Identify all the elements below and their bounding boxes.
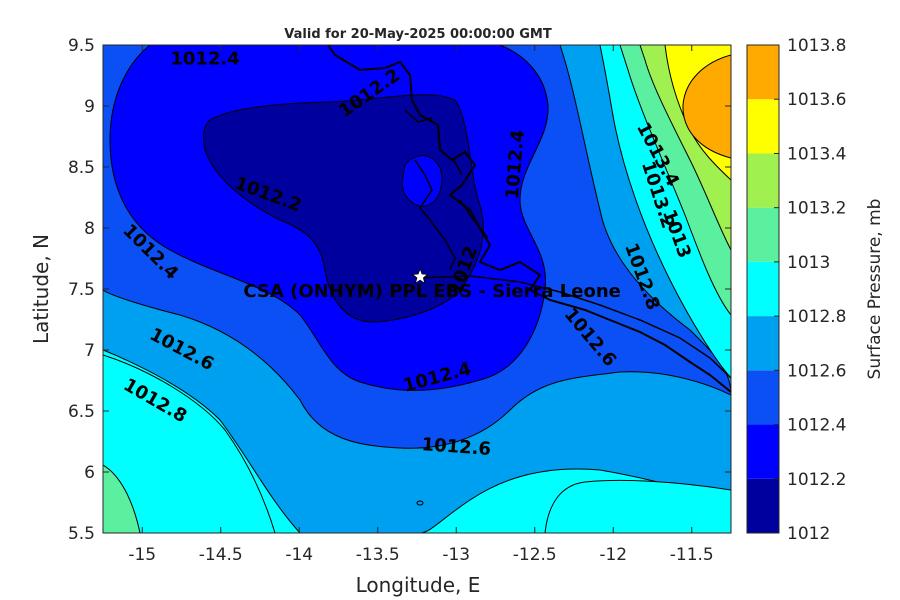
colorbar-segment xyxy=(747,424,779,479)
y-tick-label: 8.5 xyxy=(68,158,95,178)
station-star-icon xyxy=(411,267,429,285)
y-tick-label: 8 xyxy=(84,219,95,239)
colorbar-segment xyxy=(747,316,779,371)
colorbar-segment xyxy=(747,261,779,317)
colorbar-segment xyxy=(747,370,779,425)
x-tick-label: -13 xyxy=(442,545,470,565)
colorbar-tick-label: 1013.6 xyxy=(787,90,846,110)
y-axis-label: Latitude, N xyxy=(29,234,53,344)
colorbar-segment xyxy=(747,153,779,208)
x-tick-label: -14.5 xyxy=(199,545,243,565)
x-axis-ticks: -15 -14.5 -14 -13.5 -13 -12.5 -12 -11.5 xyxy=(128,45,714,565)
colorbar-segment xyxy=(747,45,779,100)
colorbar-tick-label: 1013.4 xyxy=(787,144,846,164)
x-tick-label: -11.5 xyxy=(670,545,714,565)
y-tick-label: 6.5 xyxy=(68,402,95,422)
colorbar-tick-label: 1012.2 xyxy=(787,470,846,490)
colorbar-tick-label: 1012.6 xyxy=(787,361,846,381)
y-tick-label: 9.5 xyxy=(68,36,95,56)
station-marker: CSA (ONHYM) PPL EBS - Sierra Leone xyxy=(243,267,621,302)
contour-label: 1012.6 xyxy=(421,434,492,460)
colorbar-tick-label: 1012.4 xyxy=(787,416,846,436)
chart-title: Valid for 20-May-2025 00:00:00 GMT xyxy=(284,27,552,42)
contour-band-1012.8-southwest xyxy=(103,354,276,533)
contour-label: 1012.4 xyxy=(170,49,239,70)
river-lines xyxy=(404,109,489,271)
colorbar-tick-label: 1013.2 xyxy=(787,199,846,219)
contour-band-1012.8-south xyxy=(544,479,731,533)
border-line xyxy=(419,275,731,379)
plot-area xyxy=(103,45,731,533)
x-tick-label: -12 xyxy=(599,545,627,565)
colorbar-tick-label: 1012 xyxy=(787,524,830,544)
contour-band-1013.6 xyxy=(682,54,731,159)
coastline xyxy=(327,45,731,393)
colorbar-ticks: 1012 1012.2 1012.4 1012.6 1012.8 1013 1013.2 10… xyxy=(774,36,846,544)
y-tick-label: 7 xyxy=(84,341,95,361)
x-tick-label: -15 xyxy=(128,545,156,565)
colorbar-tick-label: 1013 xyxy=(787,253,830,273)
x-tick-label: -14 xyxy=(285,545,313,565)
colorbar-tick-label: 1013.8 xyxy=(787,36,846,56)
x-tick-label: -13.5 xyxy=(356,545,400,565)
station-label: CSA (ONHYM) PPL EBS - Sierra Leone xyxy=(243,281,620,302)
colorbar-frame xyxy=(746,44,780,534)
colorbar xyxy=(747,45,779,533)
contour-band-1012 xyxy=(203,94,484,323)
colorbar-segment xyxy=(747,207,779,262)
contour-small-ring xyxy=(416,500,424,506)
y-tick-label: 6 xyxy=(84,463,95,483)
x-axis-label: Longitude, E xyxy=(356,573,481,597)
colorbar-label: Surface Pressure, mb xyxy=(865,199,885,380)
colorbar-tick-label: 1012.8 xyxy=(787,307,846,327)
x-tick-label: -12.5 xyxy=(513,545,557,565)
colorbar-segment xyxy=(747,478,779,533)
contour-band-1012.2-island xyxy=(401,155,443,207)
y-tick-label: 9 xyxy=(84,97,95,117)
colorbar-segment xyxy=(747,99,779,154)
y-axis-ticks: 5.5 6 6.5 7 7.5 8 8.5 9 9.5 xyxy=(68,36,731,544)
y-tick-label: 7.5 xyxy=(68,280,95,300)
y-tick-label: 5.5 xyxy=(68,524,95,544)
